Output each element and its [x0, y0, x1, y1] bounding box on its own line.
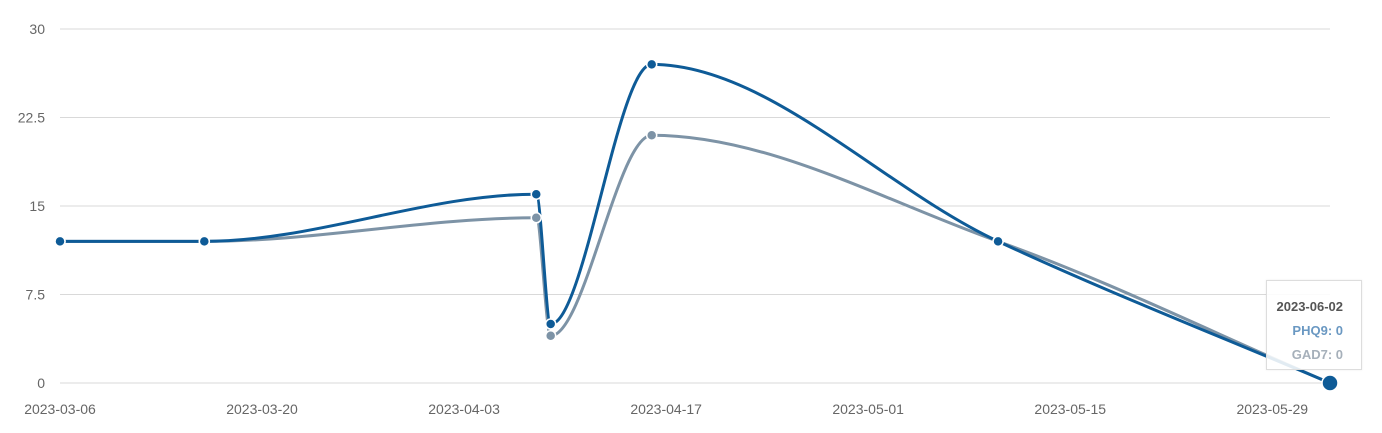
- y-tick-label: 0: [37, 375, 45, 391]
- y-tick-label: 30: [29, 21, 45, 37]
- series-line-phq9: [58, 62, 1332, 385]
- data-point-phq9[interactable]: [544, 318, 557, 330]
- y-axis-tick-labels: 0 7.5 15 22.5 30: [18, 21, 45, 391]
- data-point-phq9[interactable]: [992, 235, 1004, 248]
- x-tick-label: 2023-05-29: [1236, 401, 1308, 417]
- tooltip-date: 2023-06-02: [1276, 299, 1344, 314]
- y-tick-label: 22.5: [18, 110, 45, 126]
- x-tick-label: 2023-05-15: [1034, 401, 1106, 417]
- data-point-phq9[interactable]: [198, 235, 211, 248]
- data-point-phq9[interactable]: [1321, 374, 1339, 392]
- data-tooltip: 2023-06-02 PHQ9: 0 GAD7: 0: [1266, 280, 1362, 370]
- tooltip-phq9-value: PHQ9: 0: [1292, 323, 1343, 338]
- x-tick-label: 2023-03-20: [226, 401, 298, 417]
- data-point-gad7[interactable]: [544, 330, 557, 342]
- x-tick-label: 2023-03-06: [24, 401, 96, 417]
- tooltip-gad7-value: GAD7: 0: [1291, 347, 1343, 362]
- series-points: [54, 58, 1339, 392]
- x-axis-tick-labels: 2023-03-06 2023-03-20 2023-04-03 2023-04-17…: [24, 401, 1308, 417]
- data-point-gad7[interactable]: [530, 212, 542, 224]
- y-tick-label: 7.5: [26, 287, 46, 303]
- series-line-gad7: [58, 133, 1332, 385]
- grid-lines: [60, 28, 1330, 384]
- x-tick-label: 2023-05-01: [832, 401, 904, 417]
- series-lines: [58, 62, 1332, 385]
- data-point-phq9[interactable]: [530, 188, 542, 200]
- data-point-phq9[interactable]: [645, 58, 658, 71]
- data-point-gad7[interactable]: [645, 129, 658, 141]
- x-tick-label: 2023-04-17: [630, 401, 702, 417]
- data-point-phq9[interactable]: [54, 235, 66, 248]
- y-tick-label: 15: [29, 198, 45, 214]
- x-tick-label: 2023-04-03: [428, 401, 500, 417]
